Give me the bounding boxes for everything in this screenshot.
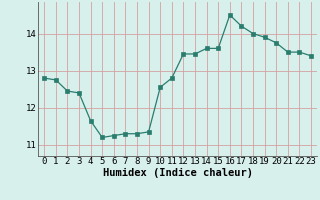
X-axis label: Humidex (Indice chaleur): Humidex (Indice chaleur) bbox=[103, 168, 252, 178]
